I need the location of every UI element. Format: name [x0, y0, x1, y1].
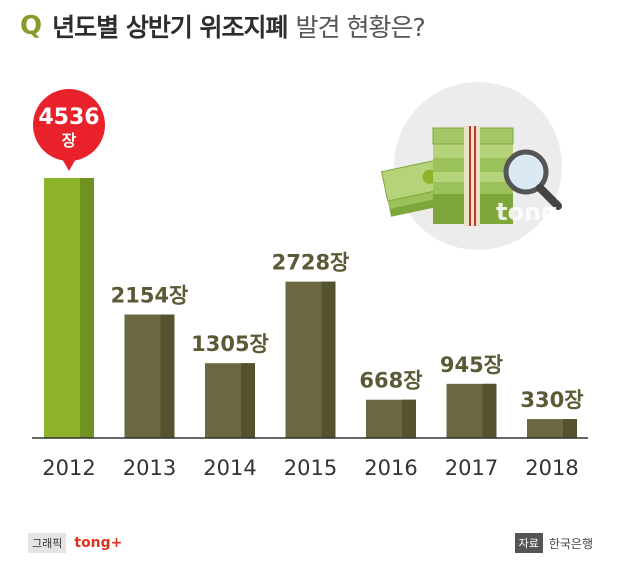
value-label-2018: 330장	[520, 388, 583, 412]
bar-shade-2012	[80, 178, 94, 438]
x-tick-2014: 2014	[203, 456, 256, 480]
title-main: 년도별 상반기 위조지폐	[52, 13, 288, 42]
footer-credit: 그래픽 tong+	[28, 533, 122, 553]
bar-shade-2017	[482, 383, 497, 438]
value-label-2015: 2728장	[272, 251, 350, 275]
page-title: Q 년도별 상반기 위조지폐 발견 현황은?	[20, 6, 426, 46]
x-tick-2012: 2012	[42, 456, 95, 480]
highlight-callout: 4536 장	[33, 89, 105, 171]
graphic-tag: 그래픽	[28, 533, 67, 553]
callout-bubble	[33, 89, 105, 161]
x-tick-2018: 2018	[525, 456, 578, 480]
bar-shade-2018	[563, 419, 577, 438]
bar-shade-2016	[402, 399, 416, 438]
money-stack-magnifier-icon: tong+	[380, 82, 578, 250]
value-label-2013: 2154장	[111, 284, 189, 308]
bar-shade-2013	[160, 314, 175, 438]
source-text: 한국은행	[548, 536, 593, 551]
callout-value: 4536	[38, 105, 99, 130]
question-mark-label: Q	[20, 11, 43, 41]
bar-shade-2014	[241, 363, 255, 438]
bar-shade-2015	[321, 281, 336, 438]
brand-logo: tong+	[74, 535, 123, 551]
source-tag: 자료	[514, 533, 543, 553]
watermark-text: tong+	[496, 198, 578, 226]
value-label-2016: 668장	[359, 369, 422, 393]
value-label-2017: 945장	[440, 353, 503, 377]
x-tick-2015: 2015	[284, 456, 337, 480]
x-tick-2017: 2017	[445, 456, 498, 480]
callout-unit: 장	[62, 131, 77, 150]
x-tick-2013: 2013	[123, 456, 176, 480]
x-tick-2016: 2016	[364, 456, 417, 480]
value-label-2014: 1305장	[191, 332, 269, 356]
title-sub: 발견 현황은?	[295, 13, 426, 42]
footer-source: 자료 한국은행	[514, 533, 593, 553]
